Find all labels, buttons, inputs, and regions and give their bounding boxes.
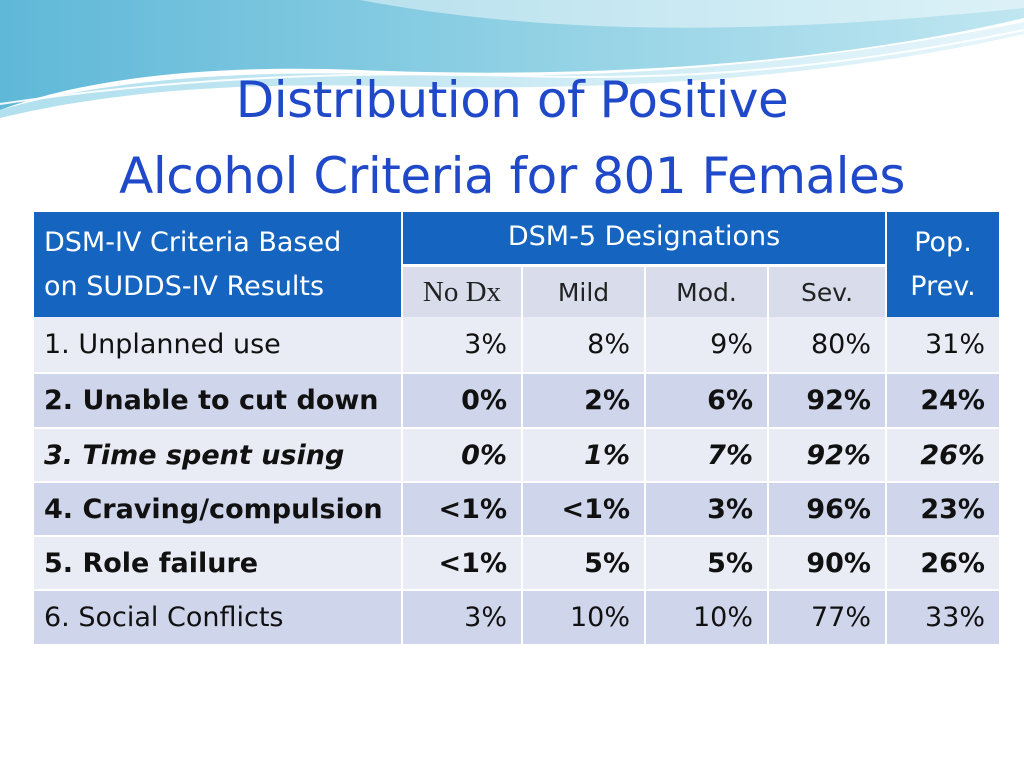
page-title-line-2: Alcohol Criteria for 801 Females	[119, 147, 905, 205]
cell-mild: 2%	[523, 372, 644, 427]
cell-no-dx: 0%	[403, 427, 521, 481]
cell-mild: 1%	[523, 427, 644, 481]
cell-pop-prev: 26%	[887, 535, 999, 589]
cell-mild: 5%	[523, 535, 644, 589]
header-dsm-iv-criteria: DSM-IV Criteria Based on SUDDS-IV Result…	[34, 212, 401, 317]
cell-sev: 96%	[769, 481, 885, 535]
page-title-line-1: Distribution of Positive	[235, 71, 789, 129]
header-dsm-5-designations: DSM-5 Designations	[403, 212, 885, 264]
header-right-line-1: Pop.	[914, 226, 972, 258]
cell-mild: 8%	[523, 317, 644, 372]
cell-mod: 7%	[646, 427, 767, 481]
cell-sev: 80%	[769, 317, 885, 372]
cell-mod: 3%	[646, 481, 767, 535]
header-left-line-1: DSM-IV Criteria Based	[44, 226, 342, 258]
cell-mod: 9%	[646, 317, 767, 372]
cell-mild: <1%	[523, 481, 644, 535]
cell-mild: 10%	[523, 589, 644, 644]
header-pop-prev: Pop. Prev.	[887, 212, 999, 317]
subheader-no-dx: No Dx	[403, 264, 521, 317]
row-label: 1. Unplanned use	[34, 317, 401, 372]
cell-no-dx: 0%	[403, 372, 521, 427]
header-right-line-2: Prev.	[910, 270, 976, 302]
cell-pop-prev: 26%	[887, 427, 999, 481]
cell-no-dx: 3%	[403, 317, 521, 372]
cell-sev: 92%	[769, 427, 885, 481]
cell-pop-prev: 31%	[887, 317, 999, 372]
cell-no-dx: <1%	[403, 481, 521, 535]
cell-mod: 10%	[646, 589, 767, 644]
cell-sev: 90%	[769, 535, 885, 589]
subheader-sev: Sev.	[769, 264, 885, 317]
cell-no-dx: 3%	[403, 589, 521, 644]
criteria-table: DSM-IV Criteria Based on SUDDS-IV Result…	[34, 212, 999, 644]
row-label: 6. Social Conflicts	[34, 589, 401, 644]
cell-mod: 6%	[646, 372, 767, 427]
cell-pop-prev: 23%	[887, 481, 999, 535]
decorative-waves	[0, 0, 1024, 118]
cell-no-dx: <1%	[403, 535, 521, 589]
row-label: 5. Role failure	[34, 535, 401, 589]
row-label: 4. Craving/compulsion	[34, 481, 401, 535]
cell-mod: 5%	[646, 535, 767, 589]
header-left-line-2: on SUDDS-IV Results	[44, 270, 325, 302]
row-label: 2. Unable to cut down	[34, 372, 401, 427]
cell-sev: 77%	[769, 589, 885, 644]
cell-sev: 92%	[769, 372, 885, 427]
subheader-mild: Mild	[523, 264, 644, 317]
subheader-mod: Mod.	[646, 264, 767, 317]
cell-pop-prev: 33%	[887, 589, 999, 644]
row-label: 3. Time spent using	[34, 427, 401, 481]
cell-pop-prev: 24%	[887, 372, 999, 427]
